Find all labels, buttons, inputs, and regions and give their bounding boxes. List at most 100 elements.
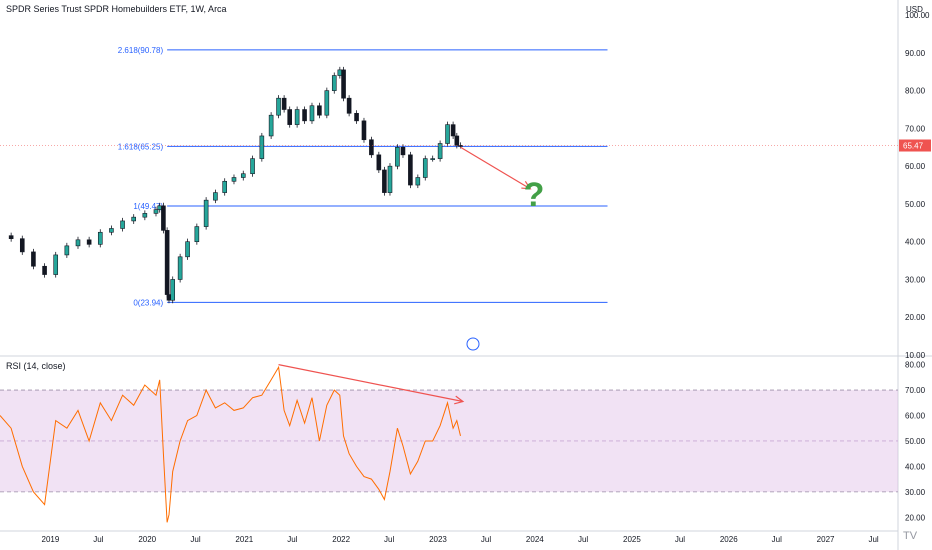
candle-body xyxy=(19,238,25,253)
candle-body xyxy=(422,158,428,178)
candle-body xyxy=(387,165,393,193)
candle-body xyxy=(450,124,456,137)
candle-body xyxy=(53,254,59,275)
candle-body xyxy=(194,226,200,243)
candle-body xyxy=(354,112,359,122)
candle-body xyxy=(395,146,400,167)
candle-body xyxy=(64,245,70,256)
candle-body xyxy=(287,109,292,125)
candle-body xyxy=(161,205,166,231)
candle-body xyxy=(31,251,36,267)
time-tick-label: 2024 xyxy=(526,535,544,544)
price-tick-label: 100.00 xyxy=(905,11,930,20)
price-tick-label: 20.00 xyxy=(905,313,926,322)
tradingview-logo: TV xyxy=(903,530,918,542)
chart-title: SPDR Series Trust SPDR Homebuilders ETF,… xyxy=(6,4,227,14)
candle-body xyxy=(170,279,176,301)
candle-body xyxy=(185,241,190,258)
candle-body xyxy=(445,124,450,144)
time-tick-label: 2025 xyxy=(623,535,641,544)
candle-body xyxy=(240,173,246,178)
rsi-tick-label: 70.00 xyxy=(905,386,926,395)
candle-body xyxy=(250,158,255,175)
candle-body xyxy=(337,69,343,76)
candle-body xyxy=(213,192,218,201)
candle-body xyxy=(415,177,421,186)
rsi-tick-label: 40.00 xyxy=(905,462,926,471)
candle-body xyxy=(458,145,463,147)
time-tick-label: Jul xyxy=(93,535,103,544)
candle-body xyxy=(376,154,382,171)
time-tick-label: 2022 xyxy=(332,535,350,544)
candle-body xyxy=(437,143,443,159)
candle-body xyxy=(331,75,337,91)
candle-body xyxy=(408,154,413,186)
time-tick-label: 2023 xyxy=(429,535,447,544)
candle-body xyxy=(8,235,14,239)
candle-body xyxy=(203,199,209,227)
price-tick-label: 10.00 xyxy=(905,351,926,360)
time-tick-label: 2026 xyxy=(720,535,738,544)
price-tick-label: 40.00 xyxy=(905,238,926,247)
projection-arrow xyxy=(460,146,531,190)
fib-level-label: 1.618(65.25) xyxy=(118,142,164,151)
candle-body xyxy=(276,97,281,116)
candle-body xyxy=(369,139,374,156)
candle-body xyxy=(430,158,435,160)
rsi-panel-title: RSI (14, close) xyxy=(6,361,66,371)
candle-body xyxy=(157,205,163,210)
candle-body xyxy=(86,239,92,245)
candle-body xyxy=(42,265,47,275)
candle-body xyxy=(109,228,114,233)
candle-body xyxy=(131,216,137,222)
candle-body xyxy=(317,105,322,116)
time-tick-label: Jul xyxy=(384,535,394,544)
time-tick-label: Jul xyxy=(287,535,297,544)
candle-body xyxy=(75,239,81,247)
time-tick-label: 2021 xyxy=(235,535,253,544)
candle-body xyxy=(222,180,227,193)
time-tick-label: Jul xyxy=(772,535,782,544)
candle-body xyxy=(309,105,315,122)
candle-body xyxy=(231,177,237,182)
candle-body xyxy=(97,231,103,245)
question-mark-annotation: ? xyxy=(524,176,545,214)
candle-body xyxy=(164,230,170,295)
last-price-tag xyxy=(899,139,931,152)
fib-level-label: 2.618(90.78) xyxy=(118,46,164,55)
price-tick-label: 30.00 xyxy=(905,275,926,284)
time-tick-label: Jul xyxy=(675,535,685,544)
candle-body xyxy=(324,90,330,116)
fib-level-label: 0(23.94) xyxy=(133,298,163,307)
fib-level-label: 1(49.47) xyxy=(133,202,163,211)
candle-body xyxy=(382,169,387,193)
price-tick-label: 60.00 xyxy=(905,162,926,171)
time-tick-label: 2027 xyxy=(817,535,835,544)
time-tick-label: Jul xyxy=(578,535,588,544)
candle-body xyxy=(281,97,287,110)
time-tick-label: Jul xyxy=(868,535,878,544)
price-tick-label: 90.00 xyxy=(905,49,926,58)
candle-body xyxy=(341,69,346,99)
rsi-tick-label: 50.00 xyxy=(905,437,926,446)
candle-body xyxy=(177,256,183,280)
projection-arrow-head xyxy=(521,180,532,190)
candle-body xyxy=(361,120,367,141)
candle-body xyxy=(400,146,406,156)
candle-body xyxy=(454,135,460,146)
candle-body xyxy=(259,135,265,159)
currency-label: USD xyxy=(906,5,923,14)
candle-body xyxy=(166,294,172,301)
time-tick-label: 2020 xyxy=(138,535,156,544)
price-tick-label: 70.00 xyxy=(905,124,926,133)
price-tick-label: 80.00 xyxy=(905,87,926,96)
candle-body xyxy=(294,109,300,125)
candle-body xyxy=(153,209,159,214)
candle-body xyxy=(268,114,274,137)
candle-body xyxy=(302,109,307,122)
candle-body xyxy=(142,213,148,218)
rsi-tick-label: 60.00 xyxy=(905,412,926,421)
replay-icon xyxy=(466,337,480,351)
time-tick-label: Jul xyxy=(190,535,200,544)
